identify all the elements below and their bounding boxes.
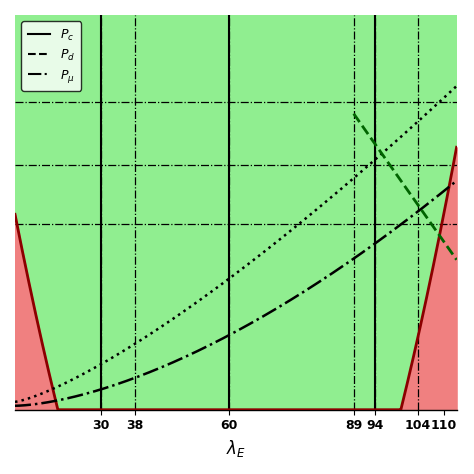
Legend: $P_c$, $P_d$, $P_{\mu}$: $P_c$, $P_d$, $P_{\mu}$ — [21, 21, 82, 91]
X-axis label: $\lambda_E$: $\lambda_E$ — [226, 438, 246, 459]
